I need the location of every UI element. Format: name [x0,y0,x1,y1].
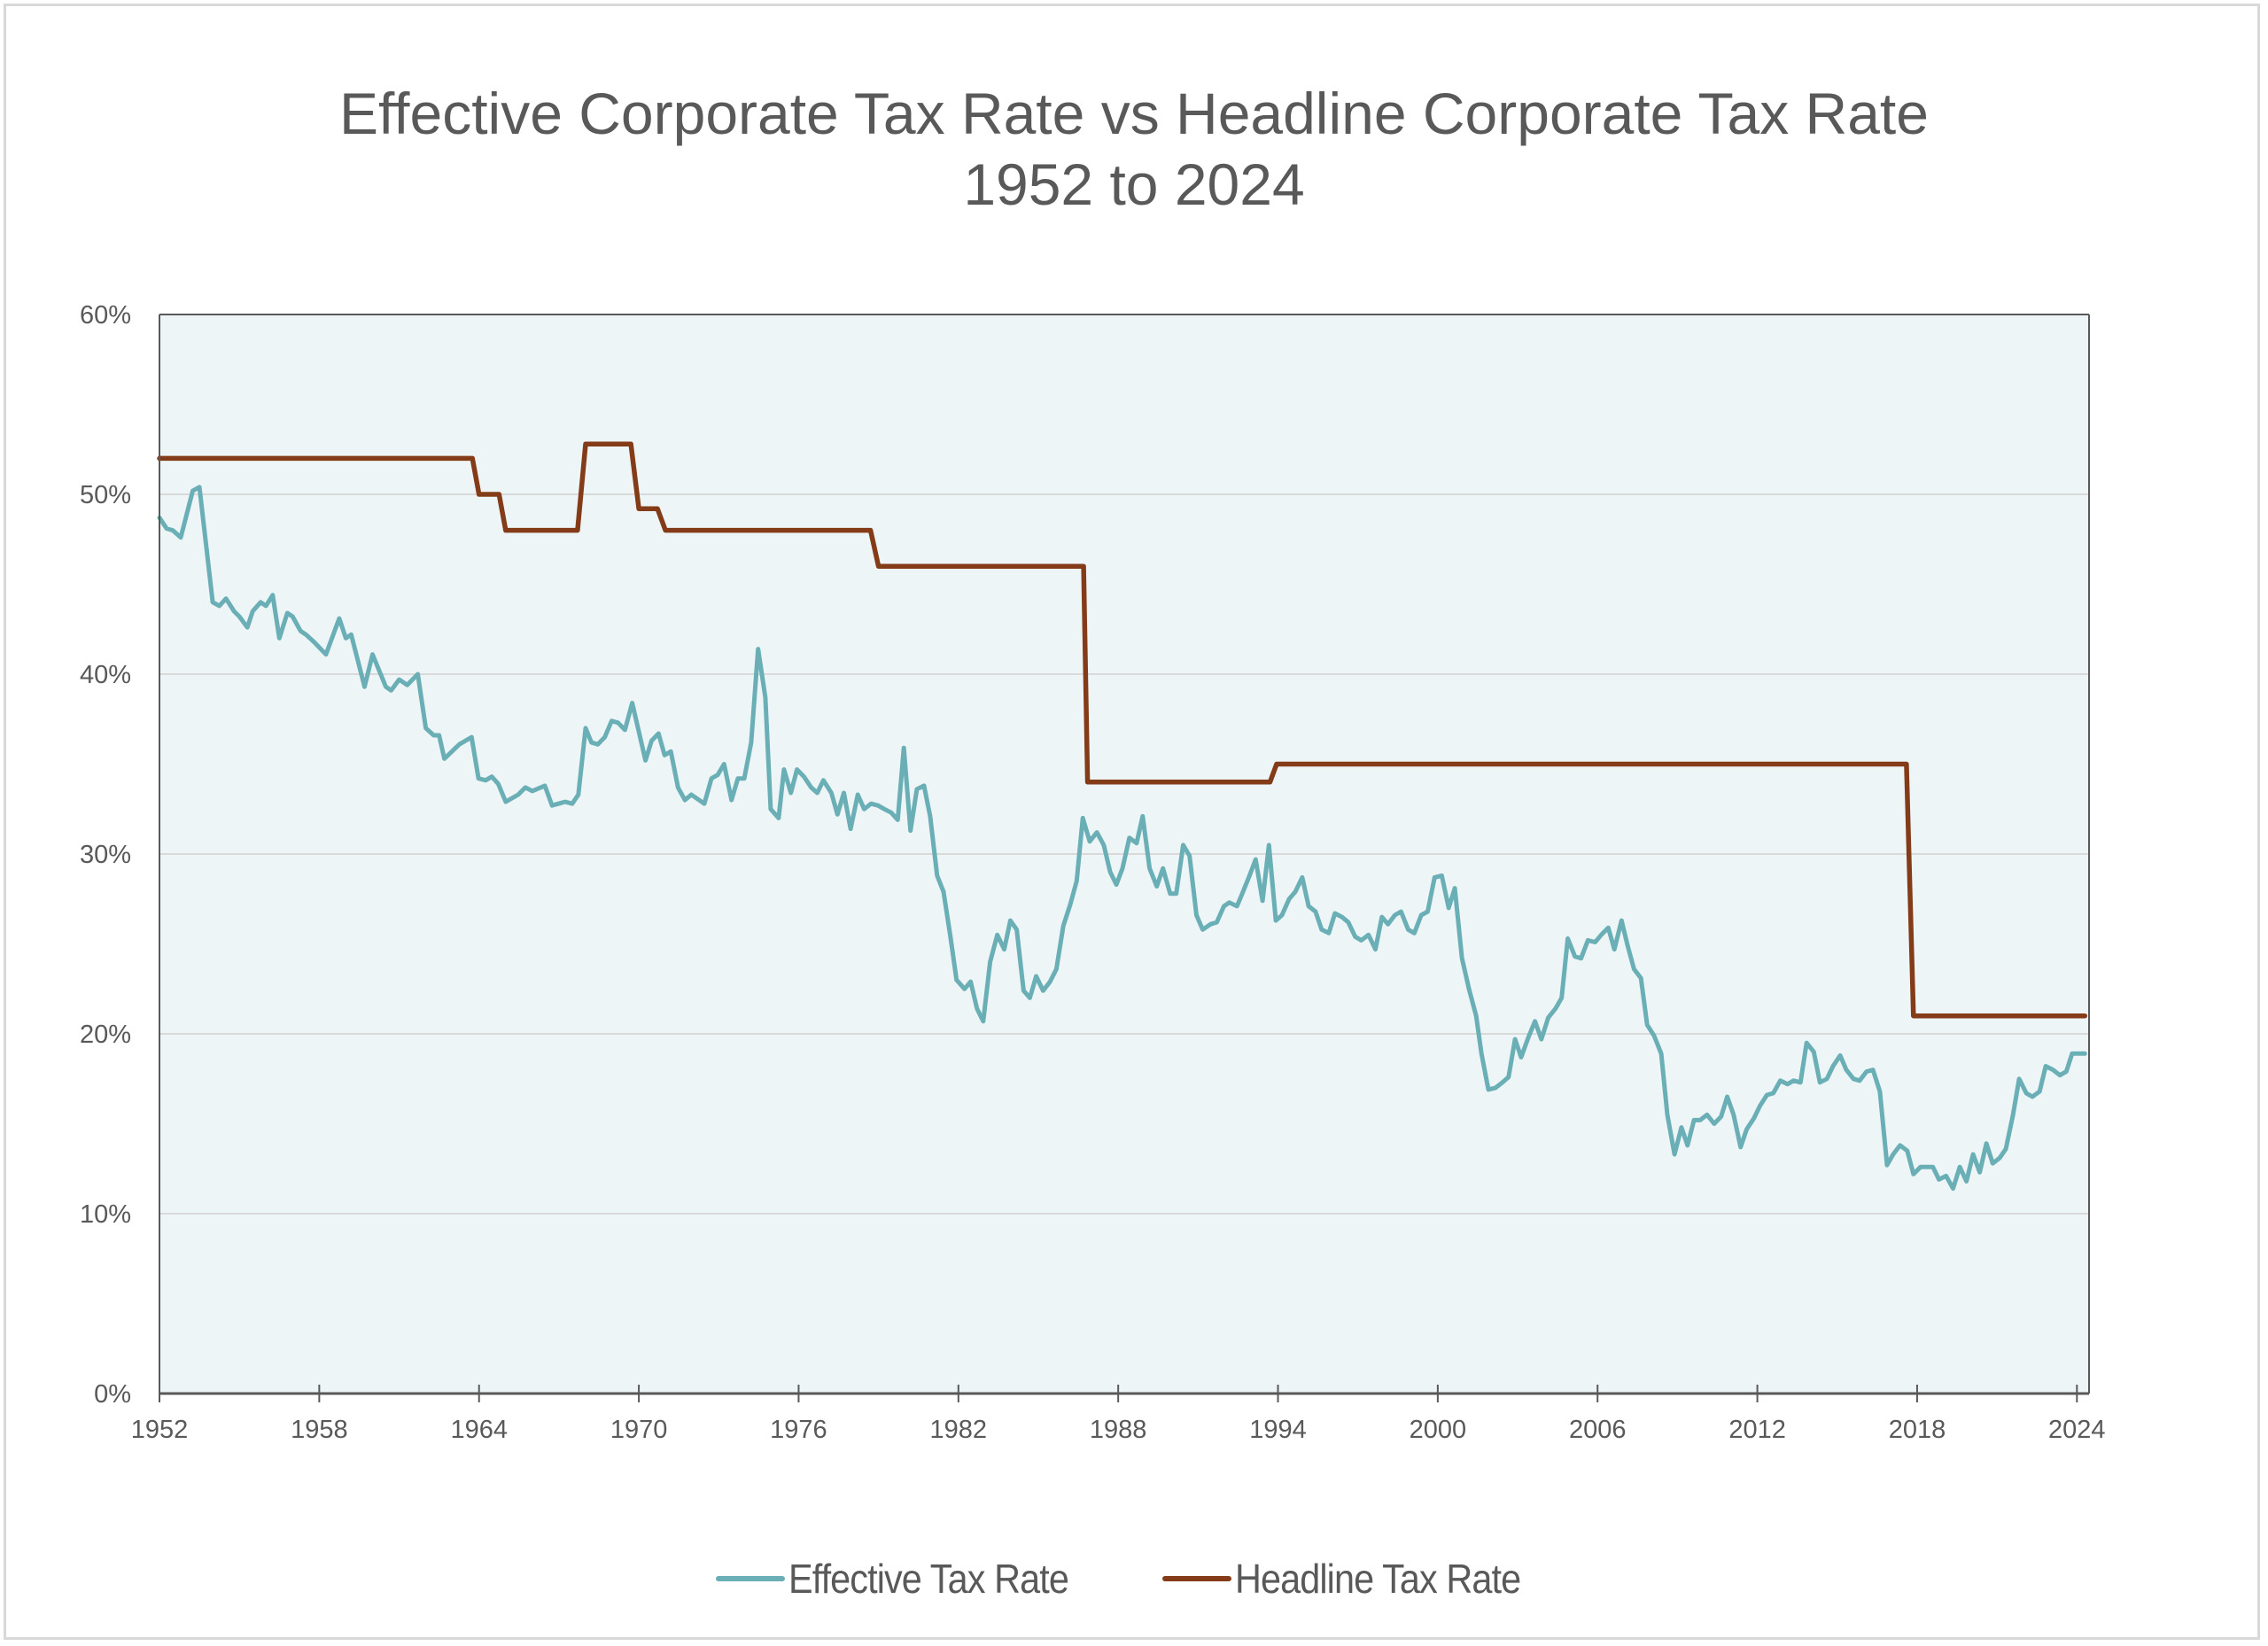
x-tick-label: 1988 [1090,1416,1147,1444]
x-tick-label: 1976 [770,1416,827,1444]
y-tick-label: 60% [80,301,131,330]
x-axis-ticks: 1952 1958 1964 1970 1976 1982 1988 1994 2000 2006… [131,1385,2106,1444]
x-tick-label: 2000 [1410,1416,1467,1444]
series-line-effective [157,485,2087,1192]
legend-swatch-headline [1161,1576,1231,1581]
x-tick-label: 2024 [2048,1416,2106,1444]
x-tick-label: 2006 [1569,1416,1627,1444]
y-tick-label: 10% [80,1200,131,1229]
legend-item-effective: Effective Tax Rate [716,1555,1099,1603]
axes [159,314,2090,1395]
chart-title-block: Effective Corporate Tax Rate vs Headline… [0,78,2268,220]
x-tick-label: 1970 [610,1416,668,1444]
y-tick-label: 20% [80,1021,131,1049]
legend-item-headline: Headline Tax Rate [1161,1555,1552,1603]
x-tick-label: 1952 [131,1416,189,1444]
y-axis-ticks: 0% 10% 20% 30% 40% 50% 60% [80,301,131,1409]
x-tick-label: 1994 [1249,1416,1307,1444]
x-tick-label: 1964 [450,1416,508,1444]
y-tick-label: 30% [80,841,131,869]
legend: Effective Tax Rate Headline Tax Rate [0,1555,2268,1603]
x-tick-label: 1982 [930,1416,988,1444]
y-tick-label: 0% [94,1380,131,1409]
x-tick-label: 1958 [291,1416,348,1444]
chart-title: Effective Corporate Tax Rate vs Headline… [339,81,1929,146]
series-line-headline [157,441,2088,1019]
y-tick-label: 50% [80,481,131,509]
x-tick-label: 2018 [1889,1416,1946,1444]
legend-label-effective: Effective Tax Rate [788,1556,1069,1602]
legend-swatch-effective [716,1576,786,1581]
series-layer [157,441,2088,1192]
chart-subtitle: 1952 to 2024 [963,151,1305,217]
x-tick-label: 2012 [1728,1416,1786,1444]
y-tick-label: 40% [80,661,131,689]
legend-label-headline: Headline Tax Rate [1234,1556,1521,1602]
